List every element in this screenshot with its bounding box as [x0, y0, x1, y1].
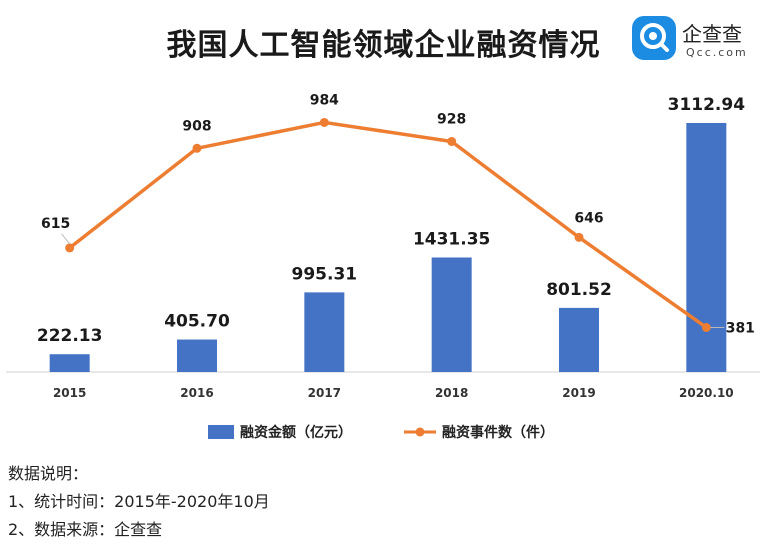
bar-label-2020.10: 3112.94: [668, 95, 746, 115]
legend-bar-label: 融资金额（亿元）: [240, 424, 352, 441]
notes-heading: 数据说明：: [8, 464, 89, 483]
event-point-2020.10: [701, 322, 711, 332]
bar-label-2019: 801.52: [546, 280, 612, 300]
logo-name-cn: 企查查: [682, 22, 742, 46]
event-count-line: [68, 120, 708, 329]
x-tick-2018: 2018: [435, 386, 468, 400]
event-point-2019: [574, 232, 584, 242]
bar-label-2018: 1431.35: [413, 229, 490, 249]
bar-2019: [559, 307, 599, 372]
x-tick-2016: 2016: [180, 386, 213, 400]
bar-label-2015: 222.13: [37, 326, 103, 346]
event-label-2018: 928: [437, 111, 466, 127]
event-point-2016: [192, 143, 202, 153]
event-label-2020.10: 381: [726, 320, 755, 336]
bar-label-2017: 995.31: [292, 264, 358, 284]
event-point-2018: [447, 136, 457, 146]
event-point-2017: [319, 117, 329, 127]
bar-label-2016: 405.70: [164, 312, 230, 332]
bar-2017: [304, 292, 345, 372]
x-tick-2020.10: 2020.10: [679, 386, 734, 400]
event-leader-2015: [61, 233, 71, 245]
event-label-2019: 646: [574, 210, 603, 226]
legend-line-label: 融资事件数（件）: [442, 424, 554, 441]
x-tick-2015: 2015: [53, 386, 86, 400]
legend-line-marker: [415, 427, 425, 437]
logo-name-en: Qcc.com: [686, 46, 748, 59]
event-label-2015: 615: [41, 216, 70, 232]
event-point-2015: [65, 243, 75, 253]
bar-2016: [177, 339, 217, 372]
bar-2015: [49, 354, 90, 372]
event-label-2017: 984: [310, 92, 339, 108]
chart-title: 我国人工智能领域企业融资情况: [166, 28, 601, 63]
event-label-2016: 908: [182, 118, 211, 134]
legend-bar-swatch: [208, 425, 234, 439]
qcc-magnifier-icon: [632, 16, 676, 60]
x-tick-2019: 2019: [562, 386, 595, 400]
x-tick-2017: 2017: [308, 386, 341, 400]
qcc-logo: 企查查 Qcc.com: [630, 14, 760, 70]
data-notes: 数据说明： 1、统计时间：2015年-2020年10月 2、数据来源：企查查: [8, 460, 270, 544]
bar-2020.10: [686, 122, 727, 372]
financing-chart: 222.13 405.70 995.31 1431.35 801.52 3112.94 20…: [6, 92, 760, 441]
notes-period: 1、统计时间：2015年-2020年10月: [8, 492, 270, 511]
bar-2018: [431, 257, 472, 372]
notes-source: 2、数据来源：企查查: [8, 520, 163, 539]
